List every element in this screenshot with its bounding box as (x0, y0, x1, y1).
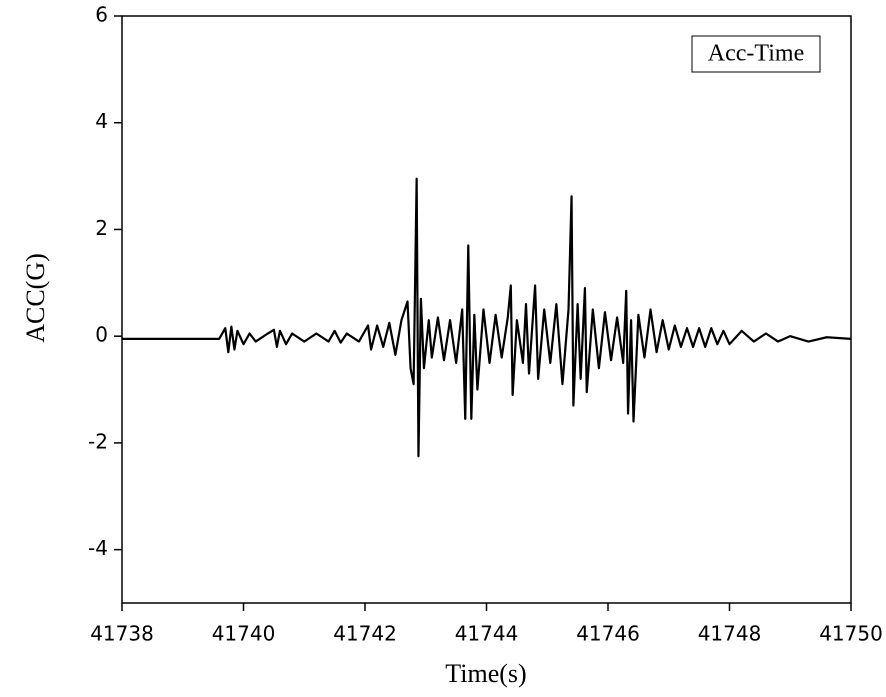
data-line (122, 177, 852, 458)
y-tick-label: 0 (95, 323, 108, 347)
y-tick-label: 4 (95, 109, 108, 133)
x-tick-label: 41746 (576, 622, 640, 646)
y-tick-label: -4 (88, 536, 108, 560)
y-tick-label: -2 (88, 429, 108, 453)
legend-label: Acc-Time (708, 41, 804, 67)
x-tick-label: 41742 (333, 622, 397, 646)
y-tick-label: 6 (95, 3, 108, 27)
y-axis-title: ACC(G) (21, 253, 50, 343)
x-tick-label: 41738 (90, 622, 154, 646)
x-tick-label: 41740 (212, 622, 276, 646)
x-tick-label: 41744 (455, 622, 519, 646)
x-tick-label: 41748 (698, 622, 762, 646)
legend-box (691, 35, 821, 73)
x-axis-title: Time(s) (445, 659, 526, 688)
plot-frame (121, 15, 852, 604)
x-tick-label: 41750 (819, 622, 883, 646)
y-tick-label: 2 (95, 216, 108, 240)
